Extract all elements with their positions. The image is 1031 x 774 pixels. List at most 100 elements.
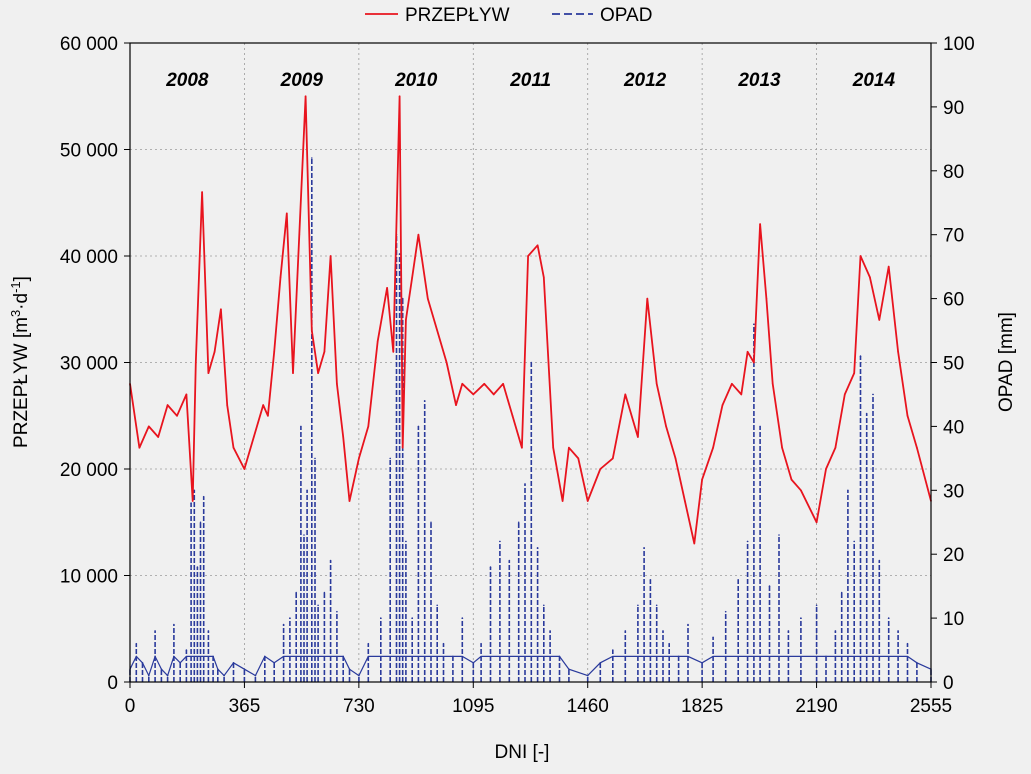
opad-point [906,642,909,645]
przeplyw-point [897,351,899,353]
przeplyw-point [693,542,696,545]
opad-point [273,662,276,664]
opad-point [800,617,802,619]
przeplyw-point [800,489,802,492]
przeplyw-point [771,383,774,385]
opad-point [499,540,501,543]
przeplyw-point [367,425,370,428]
opad-point [655,604,658,607]
opad-point [840,591,843,594]
przeplyw-point [599,468,602,470]
y-right-tick-label: 70 [943,226,964,247]
opad-point [196,566,199,568]
opad-point [787,630,790,632]
przeplyw-point [386,287,388,289]
opad-point [389,457,392,460]
przeplyw-point [790,478,793,481]
przeplyw-point [304,95,307,98]
przeplyw-point [731,383,733,385]
opad-point [166,674,169,677]
opad-point [295,591,298,594]
przeplyw-point [561,500,564,502]
opad-point [759,425,761,428]
opad-point [173,623,175,626]
opad-point [624,630,627,632]
przeplyw-point [577,457,580,460]
przeplyw-point [323,351,326,353]
y-right-tick-label: 10 [943,609,964,630]
year-label: 2008 [165,70,209,91]
przeplyw-point [273,351,276,353]
przeplyw-point [405,319,407,321]
przeplyw-point [461,383,464,385]
opad-point [323,591,326,594]
przeplyw-point [869,276,871,279]
year-label: 2012 [623,70,667,91]
przeplyw-point [878,319,881,321]
przeplyw-point [232,446,235,449]
opad-point [202,495,205,498]
y-right-tick-label: 40 [943,417,964,438]
przeplyw-point [492,393,495,396]
opad-point [154,630,156,632]
y-right-tick-label: 0 [943,673,954,694]
przeplyw-point [226,404,228,406]
opad-point [398,253,401,255]
przeplyw-point [740,393,743,396]
przeplyw-point [243,468,246,470]
opad-point [887,617,890,619]
y-right-tick-label: 50 [943,354,964,375]
przeplyw-point [721,404,724,406]
przeplyw-point [765,297,768,300]
year-label: 2013 [737,70,781,91]
opad-point [897,630,899,632]
przeplyw-point [148,425,150,428]
y-right-tick-label: 60 [943,290,964,311]
opad-point [264,655,266,658]
opad-point [254,674,257,677]
year-label: 2014 [852,70,896,91]
y-left-tick-label: 60 000 [60,34,118,55]
przeplyw-point [684,500,686,502]
y-left-tick-label: 10 000 [60,567,118,588]
opad-point [746,540,749,543]
series-opad [129,157,932,682]
przeplyw-point [427,297,429,300]
przeplyw-point [138,446,141,449]
przeplyw-point [201,191,203,193]
y-left-tick-label: 0 [107,673,118,694]
year-label: 2010 [394,70,438,91]
opad-point [768,585,771,587]
y-right-tick-label: 80 [943,162,964,183]
przeplyw-point [655,383,658,385]
opad-point [289,617,291,619]
przeplyw-point [401,446,404,449]
series-przeplyw [129,95,932,545]
opad-point [859,355,862,357]
y-left-tick-label: 40 000 [60,247,118,268]
x-tick-label: 730 [343,696,375,717]
x-axis-title: DNI [-] [495,742,550,763]
przeplyw-point [746,351,749,353]
opad-point [223,674,225,677]
przeplyw-point [417,233,420,236]
opad-point [687,623,689,626]
przeplyw-point [336,383,338,385]
przeplyw-point [665,425,667,428]
opad-point [442,642,445,645]
przeplyw-point [342,436,345,438]
opad-point [160,668,163,670]
opad-point [193,489,196,492]
przeplyw-point [436,329,439,332]
przeplyw-point [502,383,504,385]
przeplyw-point [753,361,755,364]
y-axis-right-title: OPAD [mm] [996,312,1017,412]
y-right-tick-label: 100 [943,34,975,55]
opad-point [701,662,703,664]
opad-point [423,400,426,402]
opad-point [405,540,407,543]
przeplyw-point [674,457,677,460]
opad-point [417,425,420,428]
